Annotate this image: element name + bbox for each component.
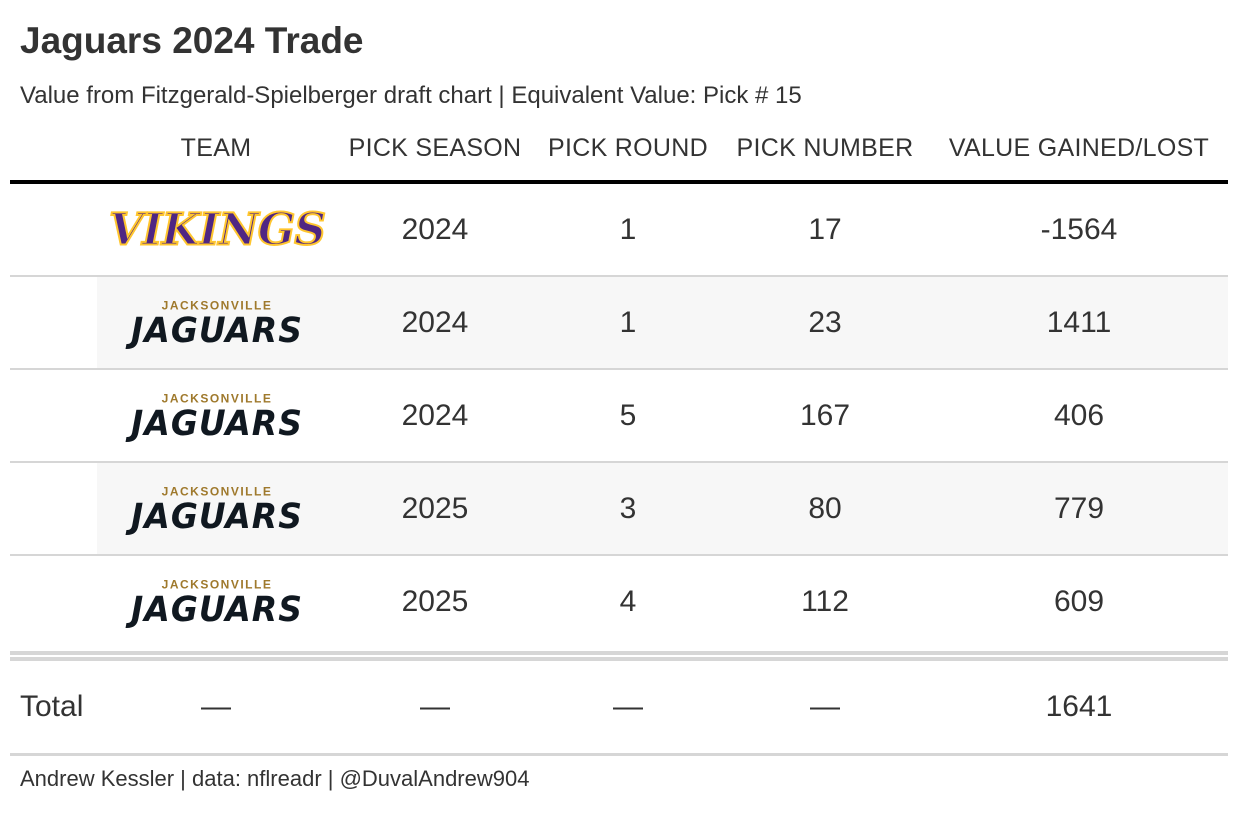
total-value-cell: 1641 <box>1045 690 1113 723</box>
vikings-logo-text: VIKINGS <box>108 203 327 256</box>
column-header-team: TEAM <box>180 134 252 162</box>
pick-season-cell: 2025 <box>401 584 469 618</box>
jaguars-logo: JACKSONVILLE JAGUARS <box>131 484 303 536</box>
pick-number-cell: 80 <box>808 491 842 525</box>
trade-table: TEAM PICK SEASON PICK ROUND PICK NUMBER … <box>10 124 1228 756</box>
pick-round-cell: 3 <box>619 491 637 525</box>
total-season-cell: — <box>420 690 450 723</box>
column-header-pick-number: PICK NUMBER <box>736 134 914 162</box>
table-title: Jaguars 2024 Trade <box>20 20 364 61</box>
column-header-pick-season: PICK SEASON <box>348 134 522 162</box>
value-cell: 609 <box>1053 584 1105 618</box>
total-label: Total <box>20 690 84 723</box>
pick-season-cell: 2024 <box>401 212 469 246</box>
table-subtitle: Value from Fitzgerald-Spielberger draft … <box>20 82 802 109</box>
total-divider <box>10 651 1228 661</box>
table-row: JACKSONVILLE JAGUARS 2024 5 167 406 <box>10 370 1228 463</box>
jaguars-logo-text: JAGUARS <box>131 309 303 350</box>
source-note: Andrew Kessler | data: nflreadr | @Duval… <box>20 766 530 791</box>
table-row: JACKSONVILLE JAGUARS 2025 4 112 609 <box>10 556 1228 647</box>
column-header-value: VALUE GAINED/LOST <box>948 134 1210 162</box>
pick-number-cell: 112 <box>801 584 849 618</box>
jaguars-logo-top: JACKSONVILLE <box>161 391 273 405</box>
value-cell: -1564 <box>1040 212 1118 246</box>
table-row: JACKSONVILLE JAGUARS 2025 3 80 779 <box>10 463 1228 556</box>
pick-round-cell: 1 <box>619 305 637 339</box>
value-cell: 1411 <box>1046 305 1112 339</box>
jaguars-logo-text: JAGUARS <box>131 402 303 443</box>
pick-round-cell: 1 <box>619 212 637 246</box>
pick-season-cell: 2024 <box>401 305 469 339</box>
jaguars-logo-text: JAGUARS <box>131 495 303 536</box>
column-header-pick-round: PICK ROUND <box>548 134 708 162</box>
jaguars-logo-top: JACKSONVILLE <box>161 484 273 498</box>
jaguars-logo: JACKSONVILLE JAGUARS <box>131 577 303 629</box>
header-rule <box>10 180 1228 184</box>
pick-number-cell: 23 <box>808 305 842 339</box>
pick-season-cell: 2025 <box>401 491 469 525</box>
table-row: VIKINGS 2024 1 17 -1564 <box>10 184 1228 277</box>
row-stripe <box>97 277 1228 368</box>
table-header: TEAM PICK SEASON PICK ROUND PICK NUMBER … <box>10 124 1228 180</box>
jaguars-logo: JACKSONVILLE JAGUARS <box>131 391 303 443</box>
total-row: Total — — — — 1641 <box>10 661 1228 756</box>
jaguars-logo-top: JACKSONVILLE <box>161 577 273 591</box>
jaguars-logo-text: JAGUARS <box>131 588 303 629</box>
total-pick-cell: — <box>810 690 840 723</box>
table-row: JACKSONVILLE JAGUARS 2024 1 23 1411 <box>10 277 1228 370</box>
value-cell: 406 <box>1053 398 1105 432</box>
total-team-cell: — <box>201 690 231 723</box>
row-stripe <box>97 463 1228 554</box>
total-round-cell: — <box>613 690 643 723</box>
pick-number-cell: 167 <box>799 398 851 432</box>
vikings-logo: VIKINGS <box>108 203 327 256</box>
pick-season-cell: 2024 <box>401 398 469 432</box>
value-cell: 779 <box>1053 491 1105 525</box>
pick-round-cell: 4 <box>619 584 637 618</box>
jaguars-logo: JACKSONVILLE JAGUARS <box>131 298 303 350</box>
pick-round-cell: 5 <box>619 398 637 432</box>
pick-number-cell: 17 <box>808 212 842 246</box>
jaguars-logo-top: JACKSONVILLE <box>161 298 273 312</box>
